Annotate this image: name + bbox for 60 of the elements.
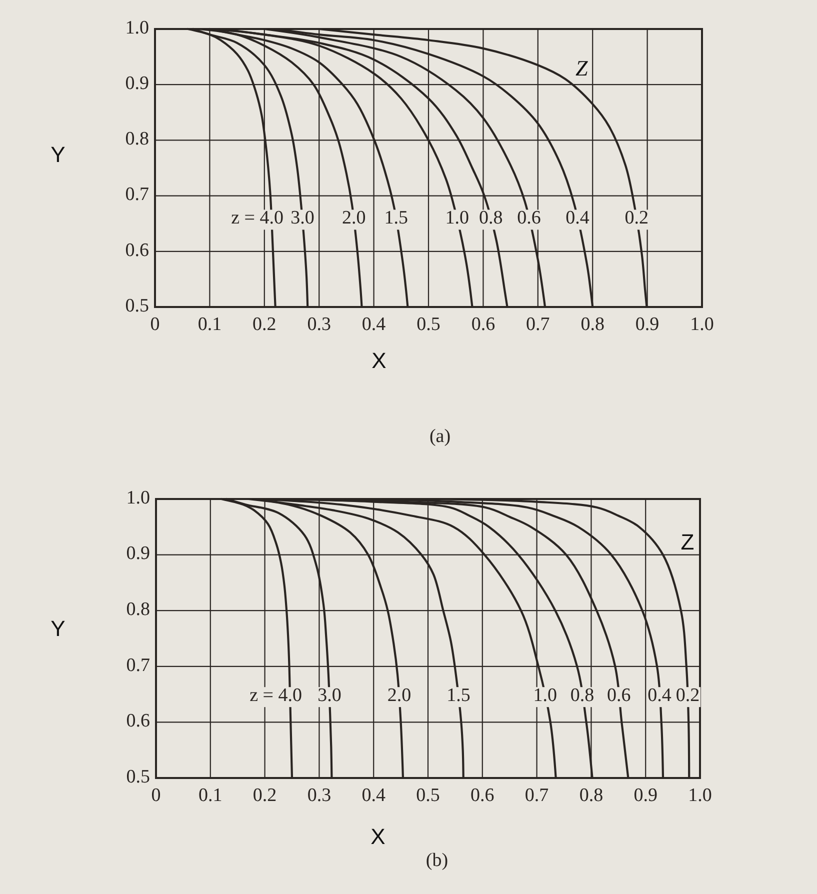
series-label: 1.5 (384, 208, 408, 230)
series-label: 3.0 (318, 685, 342, 706)
x-tick-label: 0.7 (526, 314, 550, 335)
x-tick-label: 0.9 (634, 785, 658, 806)
x-tick-label: 1.0 (688, 785, 712, 806)
x-tick-label: 0.9 (635, 314, 660, 335)
x-tick-label: 0 (151, 785, 161, 806)
series-label: 0.4 (566, 208, 590, 230)
series-label: 0.8 (479, 208, 503, 230)
series-label: 1.0 (533, 685, 558, 706)
x-tick-label: 0.4 (362, 314, 386, 335)
x-tick-label: 0.5 (416, 314, 440, 335)
y-axis-title: Y (50, 142, 66, 167)
series-label: z = 4.0 (231, 208, 284, 230)
series-label: 3.0 (290, 208, 314, 230)
series-label: 0.6 (606, 685, 631, 706)
series-label: 0.4 (648, 685, 672, 706)
y-tick-label: 0.8 (126, 598, 150, 620)
y-tick-label: 1.0 (125, 17, 149, 38)
series-label: z = 4.0 (250, 685, 302, 706)
series-label: 0.8 (570, 685, 594, 706)
x-tick-label: 0.3 (307, 314, 331, 335)
y-tick-label: 0.5 (125, 295, 149, 316)
series-label: 0.2 (676, 685, 700, 706)
y-tick-label: 0.6 (126, 710, 150, 732)
text: (a) (429, 426, 451, 447)
x-tick-label: 0.6 (471, 314, 496, 335)
series-label: 2.0 (387, 685, 412, 706)
series-label: 2.0 (342, 208, 366, 230)
series-label: 0.2 (624, 208, 648, 230)
x-tick-label: 0.3 (307, 785, 332, 806)
x-tick-label: 0.8 (579, 785, 604, 806)
y-tick-label: 0.9 (126, 543, 150, 564)
x-axis-title: X (372, 348, 387, 373)
x-tick-label: 0.1 (198, 314, 222, 335)
x-tick-label: 0 (150, 314, 160, 335)
y-axis-title: Y (50, 616, 66, 641)
annotation: Z (576, 56, 589, 81)
series-label: 0.6 (517, 208, 541, 230)
x-tick-label: 0.7 (524, 785, 549, 806)
y-tick-label: 0.5 (126, 766, 150, 788)
x-tick-label: 0.5 (416, 785, 440, 806)
x-axis-title: X (370, 824, 386, 849)
x-tick-label: 0.6 (470, 785, 494, 806)
x-tick-label: 0.1 (198, 785, 222, 806)
y-tick-label: 0.9 (125, 72, 149, 94)
series-label: 1.0 (445, 208, 469, 230)
y-tick-label: 1.0 (126, 487, 150, 508)
text: (b) (426, 850, 448, 871)
y-tick-label: 0.6 (125, 240, 149, 261)
y-tick-label: 0.7 (125, 184, 149, 206)
x-tick-label: 0.8 (580, 314, 604, 335)
x-tick-label: 0.2 (252, 785, 277, 806)
y-tick-label: 0.8 (125, 128, 149, 150)
x-tick-label: 0.4 (362, 785, 386, 806)
x-tick-label: 1.0 (690, 314, 714, 335)
annotation: Z (680, 529, 694, 554)
y-tick-label: 0.7 (126, 654, 150, 676)
series-label: 1.5 (446, 685, 470, 706)
x-tick-label: 0.2 (252, 314, 276, 335)
